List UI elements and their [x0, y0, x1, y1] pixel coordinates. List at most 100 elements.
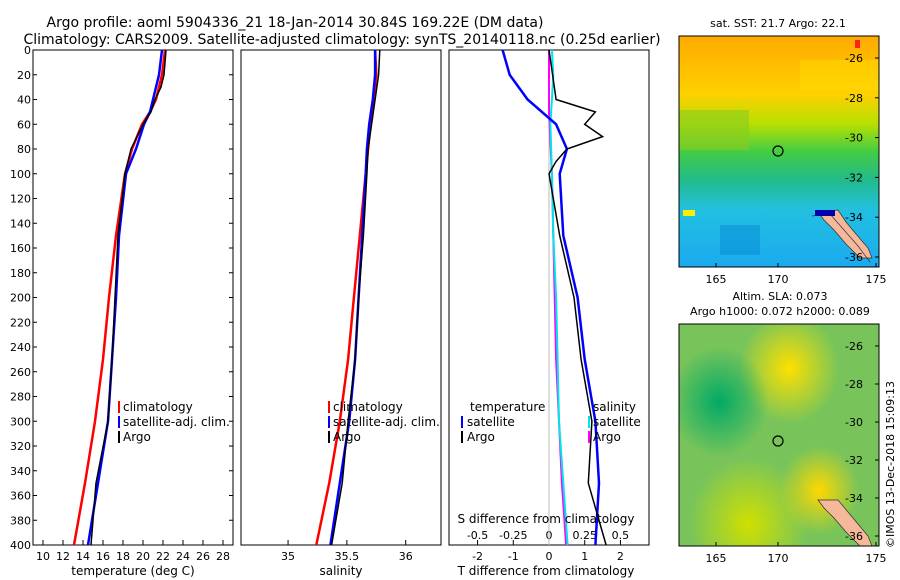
legend-climatology: climatology	[123, 400, 193, 414]
legend-s-satellite: satellite	[593, 415, 641, 429]
map-x-tick-label: 170	[768, 552, 789, 565]
depth-tick-label: 180	[10, 267, 31, 280]
depth-tick-label: 20	[17, 69, 31, 82]
map-x-tick-label: 175	[866, 273, 887, 286]
t-difference-xlabel: T difference from climatology	[457, 564, 635, 578]
difference-legend: temperature satellite Argo salinity sate…	[461, 400, 641, 444]
argo-location-marker	[772, 145, 784, 157]
sst-patch	[815, 210, 835, 216]
legend-satellite: satellite-adj. clim.	[333, 415, 440, 429]
s-difference-tick-labels: -0.5-0.2500.250.5	[467, 529, 629, 542]
x-tick-label: 36	[399, 550, 413, 563]
series-s-satellite-line	[549, 49, 569, 546]
x-tick-label: 0	[546, 550, 553, 563]
x-tick-label: 10	[36, 550, 50, 563]
sst-patch	[800, 60, 879, 90]
depth-tick-label: 260	[10, 366, 31, 379]
depth-tick-label: 0	[24, 44, 31, 57]
map-y-tick-label: -36	[845, 251, 863, 264]
sla-map-title1: Altim. SLA: 0.073	[732, 290, 827, 303]
legend-t-argo: Argo	[467, 430, 495, 444]
depth-tick-label: 360	[10, 490, 31, 503]
map-y-tick-label: -34	[845, 492, 863, 505]
map-y-tick-label: -34	[845, 211, 863, 224]
s-tick-label: -0.25	[499, 529, 527, 542]
map-y-tick-label: -26	[845, 340, 863, 353]
legend-t-satellite: satellite	[467, 415, 515, 429]
x-tick-label: 28	[216, 550, 230, 563]
depth-tick-label: 400	[10, 539, 31, 552]
depth-tick-label: 200	[10, 292, 31, 305]
depth-tick-label: 160	[10, 242, 31, 255]
map-y-tick-label: -30	[845, 416, 863, 429]
temperature-tick-labels: 10 12 14 16 18 20 22 24 26 28	[36, 540, 230, 563]
s-difference-xlabel: S difference from climatology	[458, 512, 635, 526]
legend-temperature-title: temperature	[470, 400, 545, 414]
sla-map-frame	[678, 323, 880, 547]
temperature-panel: 0204060801001201401601802002202402602803…	[10, 44, 649, 578]
x-tick-label: 35.5	[335, 550, 360, 563]
sst-patch	[679, 110, 749, 150]
x-tick-label: 20	[136, 550, 150, 563]
x-tick-label: 35	[281, 550, 295, 563]
depth-tick-label: 380	[10, 514, 31, 527]
depth-tick-label: 220	[10, 316, 31, 329]
s-tick-label: 0.25	[572, 529, 597, 542]
series-argo-line	[330, 49, 381, 546]
sst-map-title: sat. SST: 21.7 Argo: 22.1	[710, 17, 846, 30]
x-tick-label: 24	[176, 550, 190, 563]
salinity-tick-labels: 35 35.5 36	[281, 540, 413, 563]
x-tick-label: 1	[581, 550, 588, 563]
map-x-tick-label: 165	[706, 273, 727, 286]
legend-argo: Argo	[123, 430, 151, 444]
map-x-tick-label: 165	[706, 552, 727, 565]
s-tick-label: 0.5	[612, 529, 630, 542]
map-x-tick-label: 170	[768, 273, 789, 286]
argo-location-marker	[772, 435, 784, 447]
x-tick-label: -1	[508, 550, 519, 563]
map-y-tick-label: -30	[845, 132, 863, 145]
map-y-tick-label: -28	[845, 378, 863, 391]
salinity-lines	[315, 49, 381, 546]
depth-tick-label: 300	[10, 415, 31, 428]
sla-map-title2: Argo h1000: 0.072 h2000: 0.089	[690, 305, 870, 318]
title-line1: Argo profile: aoml 5904336_21 18-Jan-201…	[47, 15, 544, 31]
series-t-satellite-line	[501, 49, 601, 546]
x-tick-label: 16	[96, 550, 110, 563]
map-y-tick-label: -28	[845, 92, 863, 105]
x-tick-label: 26	[196, 550, 210, 563]
x-tick-label: 2	[617, 550, 624, 563]
depth-tick-label: 40	[17, 94, 31, 107]
map-y-tick-label: -32	[845, 454, 863, 467]
legend-satellite: satellite-adj. clim.	[123, 415, 230, 429]
sla-map-ticks: 165 170 175 -26 -28 -30 -32 -34 -36	[706, 340, 887, 565]
map-y-tick-label: -36	[845, 530, 863, 543]
salinity-legend: climatology satellite-adj. clim. Argo	[328, 400, 440, 444]
legend-argo: Argo	[333, 430, 361, 444]
map-y-tick-label: -32	[845, 171, 863, 184]
s-tick-label: -0.5	[467, 529, 488, 542]
temperature-xlabel: temperature (deg C)	[71, 564, 194, 578]
x-tick-label: 22	[156, 550, 170, 563]
x-tick-label: 14	[76, 550, 90, 563]
sst-map-ticks: 165 170 175 -26 -28 -30 -32 -34 -36	[706, 52, 887, 286]
depth-tick-label: 60	[17, 118, 31, 131]
sst-patch	[720, 225, 760, 255]
map-x-tick-label: 175	[866, 552, 887, 565]
series-argo-line	[90, 49, 167, 546]
series-t-argo-line	[548, 49, 607, 546]
depth-tick-label: 340	[10, 465, 31, 478]
timestamp: ©IMOS 13-Dec-2018 15:09:13	[884, 381, 897, 548]
difference-lines	[501, 49, 607, 546]
salinity-panel: 35 35.5 36 salinity climatology satellite-…	[240, 49, 442, 578]
legend-climatology: climatology	[333, 400, 403, 414]
legend-salinity-title: salinity	[593, 400, 636, 414]
temperature-legend: climatology satellite-adj. clim. Argo	[118, 400, 230, 444]
depth-tick-label: 80	[17, 143, 31, 156]
salinity-xlabel: salinity	[319, 564, 362, 578]
x-tick-label: 12	[56, 550, 70, 563]
depth-tick-label: 100	[10, 168, 31, 181]
sst-patch	[683, 210, 695, 216]
sst-map-panel: sat. SST: 21.7 Argo: 22.1 165 170 175 -26 -2…	[678, 17, 887, 286]
